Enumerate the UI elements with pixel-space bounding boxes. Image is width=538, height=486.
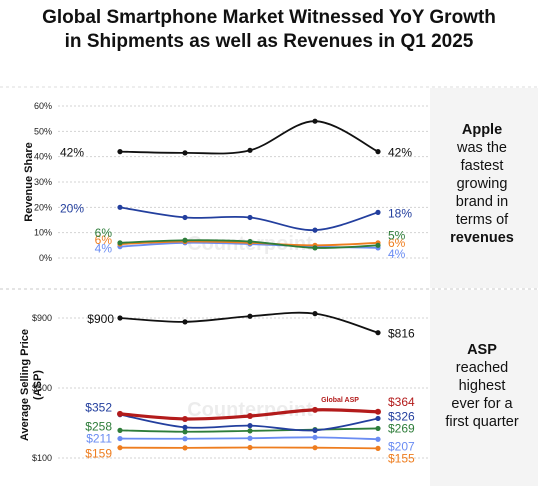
data-point [182, 237, 188, 243]
y-tick-label: 60% [34, 101, 52, 111]
data-point [182, 445, 188, 451]
series-start-label: $159 [85, 447, 112, 461]
data-point [182, 429, 188, 435]
y-tick-label: 20% [34, 202, 52, 212]
series-end-label: $269 [388, 421, 415, 435]
data-point [182, 415, 188, 422]
series-end-label: 42% [388, 146, 412, 160]
side-note-asp-title: ASP [467, 342, 497, 358]
series-start-label: $900 [87, 312, 114, 326]
series-end-label: $155 [388, 451, 415, 465]
y-tick-label: 40% [34, 152, 52, 162]
data-point [247, 428, 253, 434]
data-point [375, 445, 381, 451]
title-line-1: Global Smartphone Market Witnessed YoY G… [42, 7, 496, 28]
series-start-label: 42% [60, 146, 84, 160]
data-point [375, 209, 381, 215]
data-point [375, 425, 381, 432]
side-note-line: brand in [455, 194, 509, 210]
series-end-label: $207 [388, 439, 415, 453]
data-point [247, 423, 253, 429]
series-start-label: $352 [85, 401, 112, 415]
data-point [247, 444, 253, 451]
data-point [375, 415, 381, 422]
series-start-label: 6% [95, 226, 113, 240]
data-point [375, 149, 381, 155]
series-end-label: $364 [388, 395, 415, 409]
side-note-line: growing [456, 176, 508, 192]
series-name-label: Global ASP [321, 397, 359, 404]
series-end-label: $816 [388, 327, 415, 341]
y-tick-label: 10% [34, 228, 52, 238]
data-point [247, 238, 253, 245]
side-note-line: fastest [460, 158, 504, 174]
data-point [117, 445, 123, 451]
data-point [117, 204, 123, 210]
side-note-line: was the [457, 140, 507, 156]
data-point [312, 311, 318, 317]
data-point [375, 436, 381, 442]
series-end-label: 18% [388, 206, 412, 220]
data-point [182, 214, 188, 221]
side-panel-background [430, 290, 538, 486]
side-note-apple: Apple [461, 122, 503, 138]
side-note-line: reached [455, 360, 509, 376]
y-tick-label: $100 [32, 453, 52, 463]
y-axis-title: Revenue Share [23, 142, 35, 221]
side-note-revenues: revenues [450, 230, 514, 246]
title-line-2: in Shipments as well as Revenues in Q1 2… [64, 31, 474, 52]
data-point [117, 410, 123, 417]
data-point [247, 413, 253, 419]
side-note-line: highest [458, 378, 506, 394]
data-point [182, 436, 188, 442]
data-point [117, 315, 123, 321]
side-note-line: ever for a [451, 396, 513, 412]
data-point [312, 118, 318, 124]
data-point [312, 445, 318, 451]
data-point [117, 240, 123, 246]
series-start-label: 20% [60, 201, 84, 215]
data-point [375, 330, 381, 336]
data-point [247, 147, 253, 153]
side-note-asp: ASP reached highest ever for a first qua… [437, 341, 527, 431]
data-point [182, 319, 188, 325]
side-note-line: first quarter [445, 414, 519, 430]
data-point [117, 149, 123, 155]
series-end-label: 6% [388, 236, 406, 250]
y-tick-label: $900 [32, 313, 52, 323]
chart-title: Global Smartphone Market Witnessed YoY G… [0, 6, 538, 54]
side-note-line: terms of [455, 212, 509, 228]
data-point [375, 242, 381, 248]
data-point [312, 245, 318, 251]
series-start-label: $258 [85, 419, 112, 433]
side-note-revenue: Apple was the fastest growing brand in t… [437, 121, 527, 247]
series-end-label: 4% [388, 247, 406, 261]
data-point [117, 435, 123, 442]
data-point [117, 427, 123, 433]
y-axis-title: Average Selling Price(ASP) [19, 329, 44, 441]
data-point [182, 150, 188, 156]
data-point [312, 434, 318, 440]
y-tick-label: 0% [39, 253, 52, 263]
data-point [375, 408, 381, 415]
data-point [312, 406, 318, 413]
data-point [247, 214, 253, 221]
data-point [312, 427, 318, 433]
data-point [312, 227, 318, 233]
data-point [247, 435, 253, 441]
watermark-text: Counterpoint [187, 399, 313, 421]
y-tick-label: $500 [32, 383, 52, 393]
y-tick-label: 50% [34, 126, 52, 136]
series-end-label: $326 [388, 409, 415, 423]
data-point [182, 424, 188, 430]
series-start-label: 4% [95, 242, 113, 256]
side-panel-background [430, 88, 538, 288]
data-point [247, 313, 253, 319]
series-start-label: 6% [95, 233, 113, 247]
y-tick-label: 30% [34, 177, 52, 187]
series-end-label: 5% [388, 228, 406, 242]
series-start-label: $211 [86, 432, 112, 446]
